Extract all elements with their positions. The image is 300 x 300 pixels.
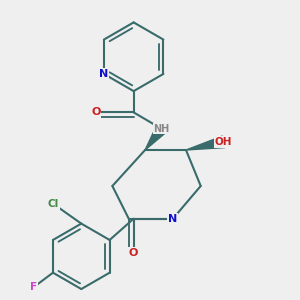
Text: Cl: Cl xyxy=(48,199,59,209)
Text: NH: NH xyxy=(153,124,170,134)
Polygon shape xyxy=(145,125,166,150)
Text: N: N xyxy=(99,69,109,79)
Text: N: N xyxy=(168,214,178,224)
Text: OH: OH xyxy=(215,137,232,147)
Text: O: O xyxy=(129,248,138,258)
Text: F: F xyxy=(30,282,37,292)
Text: O: O xyxy=(91,107,101,117)
Polygon shape xyxy=(186,136,225,150)
